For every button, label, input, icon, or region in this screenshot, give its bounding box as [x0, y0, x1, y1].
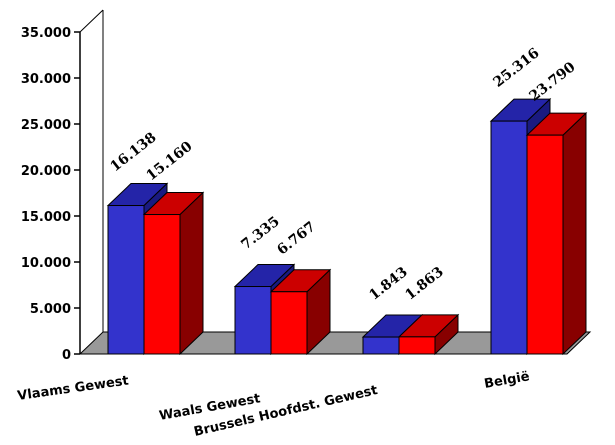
x-tick-label: België — [483, 369, 531, 392]
bar — [270, 291, 308, 355]
bar — [490, 120, 528, 355]
x-tick-label: Vlaams Gewest — [16, 374, 129, 404]
y-tick-label: 0 — [62, 348, 71, 363]
y-tick-label: 10.000 — [21, 256, 71, 271]
axis-diagonal — [79, 9, 104, 33]
y-tick-label: 30.000 — [21, 72, 71, 87]
data-label: 25.316 — [490, 45, 542, 91]
bar-side — [179, 191, 204, 356]
bars — [106, 97, 588, 356]
bar — [526, 134, 564, 355]
data-label: 1.863 — [402, 264, 446, 304]
y-tick-label: 15.000 — [21, 210, 71, 225]
y-tick-label: 25.000 — [21, 118, 71, 133]
y-ticks: 0 5.000 10.000 15.000 20.000 25.000 30.000 35.0… — [21, 26, 80, 363]
bar — [234, 286, 272, 355]
y-tick-label: 5.000 — [30, 302, 71, 317]
y-tick-label: 35.000 — [21, 26, 71, 41]
bar — [143, 214, 181, 355]
bar — [107, 205, 145, 355]
data-label: 1.843 — [366, 264, 410, 304]
bar — [362, 336, 400, 355]
y-tick-label: 20.000 — [21, 164, 71, 179]
bar — [398, 336, 436, 355]
bar-side — [562, 111, 587, 356]
data-label: 23.790 — [526, 59, 578, 105]
